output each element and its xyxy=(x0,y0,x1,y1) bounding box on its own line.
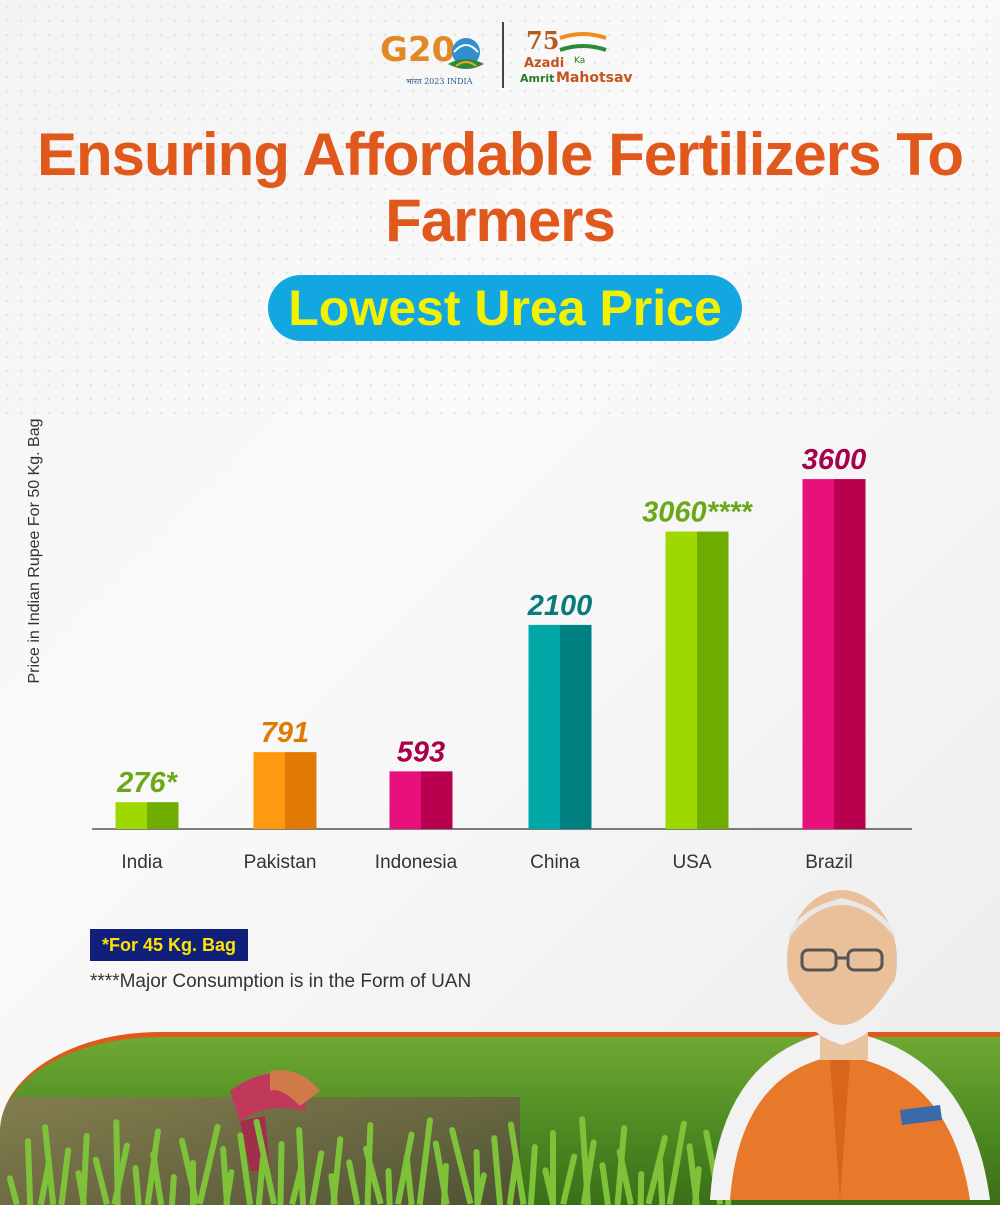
lotus-globe-icon xyxy=(448,38,484,69)
rice-sprout xyxy=(599,1161,611,1205)
bar-pakistan xyxy=(253,752,317,829)
rice-sprout xyxy=(550,1130,556,1205)
azadi-75: 75 xyxy=(526,26,560,55)
value-label-brazil: 3600 xyxy=(802,444,867,476)
bar-brazil xyxy=(802,479,866,829)
subtitle-pill: Lowest Urea Price xyxy=(268,275,742,341)
ka-word: Ka xyxy=(574,56,586,66)
value-label-india: 276* xyxy=(116,767,178,799)
category-label-indonesia: Indonesia xyxy=(375,852,458,873)
bar-usa xyxy=(665,531,729,829)
rice-sprout xyxy=(190,1160,196,1205)
rice-sprout xyxy=(385,1167,393,1205)
mahotsav-word: Mahotsav xyxy=(556,70,633,86)
rice-sprout xyxy=(277,1140,285,1205)
bar-pakistan-side xyxy=(285,752,317,829)
rice-sprout xyxy=(656,1156,666,1205)
bar-usa-front xyxy=(665,531,697,829)
rice-sprout xyxy=(560,1152,578,1205)
bar-india-side xyxy=(147,802,179,829)
azadi-word: Azadi xyxy=(524,56,565,71)
category-label-india: India xyxy=(121,852,163,873)
value-label-indonesia: 593 xyxy=(397,736,445,768)
page-title: Ensuring Affordable Fertilizers To Farme… xyxy=(36,121,964,254)
category-label-brazil: Brazil xyxy=(805,852,853,873)
bar-brazil-side xyxy=(834,479,866,829)
farmer-figure-icon xyxy=(230,1070,320,1171)
azadi-ka-amrit-mahotsav-logo: 75 Azadi Ka Amrit Mahotsav xyxy=(518,26,638,90)
value-label-pakistan: 791 xyxy=(261,717,309,749)
bar-china-side xyxy=(560,624,592,829)
bar-indonesia xyxy=(389,771,453,829)
bar-chart: 276* India 791 Pakistan 593 Indonesia 2100 Chin… xyxy=(92,444,912,873)
bar-brazil-front xyxy=(802,479,834,829)
footnote-text: ****Major Consumption is in the Form of … xyxy=(90,971,472,992)
logo-divider xyxy=(502,22,504,88)
category-label-china: China xyxy=(530,852,580,873)
bar-china-front xyxy=(528,624,560,829)
value-label-china: 2100 xyxy=(527,590,593,622)
bar-china xyxy=(528,624,592,829)
bar-india xyxy=(115,802,179,829)
tricolor-flag-icon xyxy=(559,32,607,52)
bar-usa-side xyxy=(697,531,729,829)
leader-portrait xyxy=(710,890,990,1200)
bar-indonesia-front xyxy=(389,771,421,829)
g20-logo: G20 भारत 2023 INDIA xyxy=(380,28,490,90)
amrit-word: Amrit xyxy=(520,72,555,85)
rice-sprout xyxy=(666,1120,688,1205)
footnote-badge: *For 45 Kg. Bag xyxy=(90,929,249,961)
g20-logo-text: G20 xyxy=(380,30,456,70)
g20-logo-subtext: भारत 2023 INDIA xyxy=(406,77,473,86)
bar-indonesia-side xyxy=(421,771,453,829)
bar-pakistan-front xyxy=(253,752,285,829)
rice-sprout xyxy=(527,1143,539,1205)
header-logos: G20 भारत 2023 INDIA 75 Azadi Ka Amrit Ma… xyxy=(0,22,1000,92)
bar-india-front xyxy=(115,802,147,829)
category-label-pakistan: Pakistan xyxy=(244,852,317,873)
background-dots xyxy=(0,0,1000,420)
category-label-usa: USA xyxy=(672,852,711,873)
value-label-usa: 3060**** xyxy=(642,497,753,529)
